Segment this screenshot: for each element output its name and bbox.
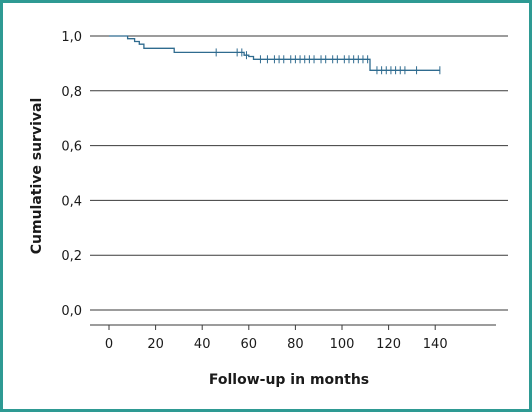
y-tick-label: 1,0 (61, 30, 82, 45)
x-axis-title: Follow-up in months (209, 372, 369, 388)
x-axis: 0 20 40 60 80 100 120 140 (90, 324, 496, 352)
y-tick-label: 0,4 (61, 194, 82, 209)
x-tick-label: 20 (147, 337, 164, 352)
y-tick-label: 0,8 (61, 85, 82, 100)
y-tick-labels: 0,0 0,2 0,4 0,6 0,8 1,0 (61, 30, 82, 319)
x-tick-label: 60 (241, 337, 258, 352)
y-axis-title: Cumulative survival (29, 98, 45, 255)
x-tick-label: 100 (330, 337, 355, 352)
survival-curve-layer (109, 35, 441, 75)
x-tick-label: 140 (423, 337, 448, 352)
y-tick-label: 0,0 (61, 304, 82, 319)
survival-curve-line (109, 35, 440, 71)
grid-lines (90, 35, 508, 311)
x-tick-label: 40 (194, 337, 211, 352)
y-tick-label: 0,6 (61, 140, 82, 155)
x-tick-label: 120 (376, 337, 401, 352)
y-tick-label: 0,2 (61, 249, 82, 264)
x-tick-label: 80 (287, 337, 304, 352)
x-tick-label: 0 (105, 337, 113, 352)
